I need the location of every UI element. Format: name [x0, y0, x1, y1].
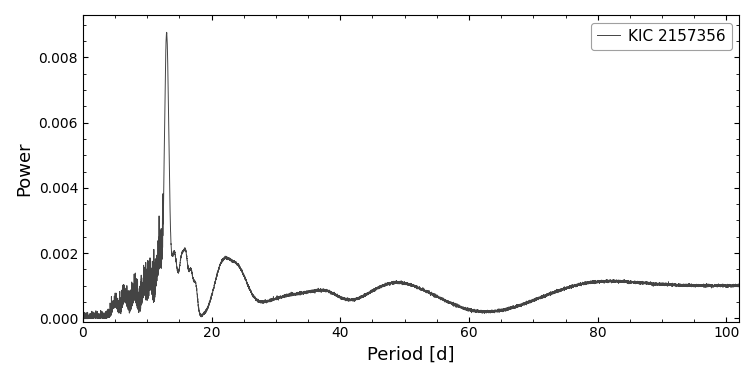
KIC 2157356 [79, 311, 88, 315]
KIC 2157356 [249, 294, 258, 298]
KIC 2157356 [478, 309, 487, 314]
KIC 2157356 [162, 30, 171, 34]
Line: KIC 2157356: KIC 2157356 [84, 32, 739, 318]
KIC 2157356 [415, 286, 424, 290]
Legend: KIC 2157356: KIC 2157356 [591, 23, 732, 50]
KIC 2157356 [424, 290, 433, 294]
KIC 2157356 [81, 316, 90, 321]
Y-axis label: Power: Power [15, 141, 33, 196]
KIC 2157356 [176, 255, 185, 260]
KIC 2157356 [735, 284, 744, 289]
X-axis label: Period [d]: Period [d] [367, 346, 455, 364]
KIC 2157356 [113, 304, 122, 308]
